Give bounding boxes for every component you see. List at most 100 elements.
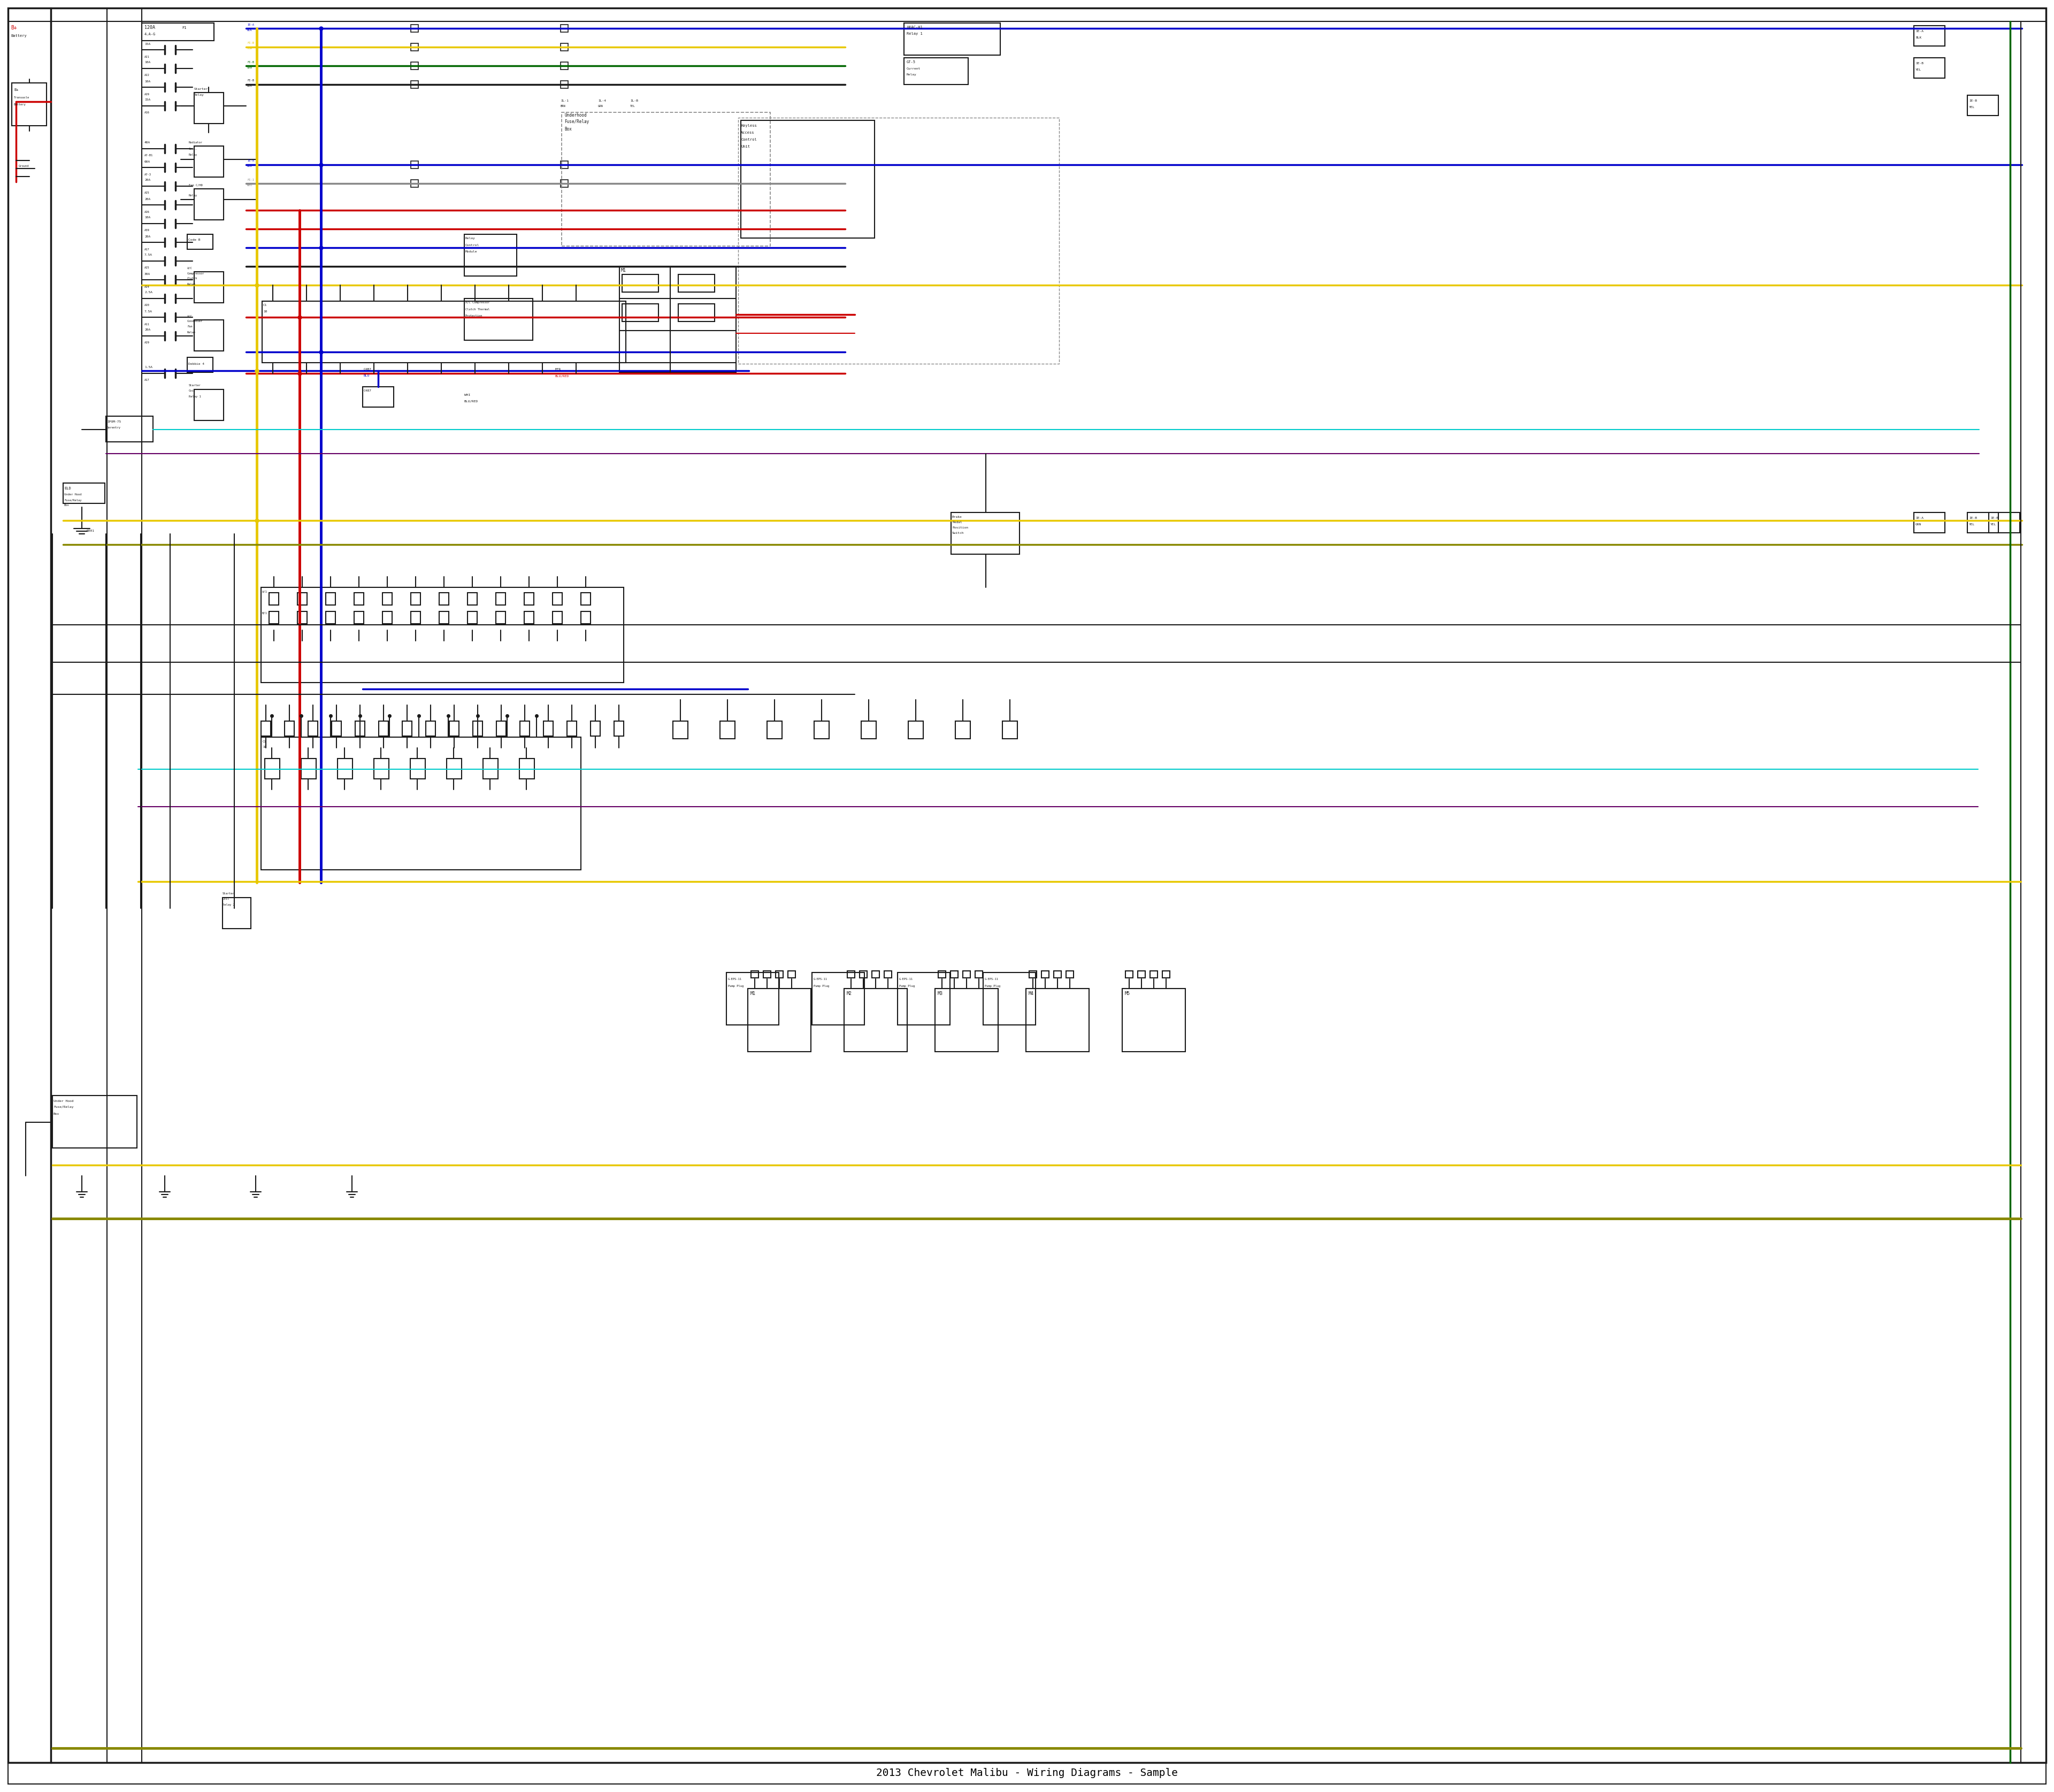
Text: Brake: Brake <box>953 516 961 518</box>
Bar <box>472 720 483 737</box>
Text: FI-B: FI-B <box>246 79 255 82</box>
Bar <box>752 971 758 978</box>
Bar <box>440 593 448 606</box>
Text: MFR: MFR <box>555 369 561 371</box>
Text: Module: Module <box>466 251 477 253</box>
Text: M4: M4 <box>1029 991 1033 996</box>
Bar <box>567 720 577 737</box>
Text: IE-A: IE-A <box>1916 516 1923 520</box>
Text: C1: C1 <box>263 740 267 742</box>
Bar <box>364 387 394 407</box>
Bar <box>195 145 224 177</box>
Text: C4B7: C4B7 <box>364 369 372 371</box>
Bar <box>678 305 715 321</box>
Text: Relay 1: Relay 1 <box>906 32 922 36</box>
Bar <box>464 299 532 340</box>
Text: Code B: Code B <box>189 238 201 240</box>
Bar <box>327 593 335 606</box>
Text: A11: A11 <box>144 323 150 326</box>
Bar <box>898 973 949 1025</box>
Bar <box>263 301 626 362</box>
Text: GRN: GRN <box>246 66 253 68</box>
Text: WHT: WHT <box>246 185 253 186</box>
Text: Relay 2: Relay 2 <box>222 903 234 907</box>
Text: Coil: Coil <box>222 898 230 901</box>
Bar <box>298 593 306 606</box>
Text: IE-B: IE-B <box>1970 516 1976 520</box>
Bar <box>195 321 224 351</box>
Text: 2.5A: 2.5A <box>144 292 152 294</box>
Text: M2: M2 <box>846 991 852 996</box>
Text: 20A: 20A <box>144 179 150 181</box>
Text: YEL: YEL <box>1990 523 1996 525</box>
Text: YEL: YEL <box>1970 523 1976 525</box>
Text: GRN: GRN <box>598 104 604 108</box>
Bar <box>561 43 569 50</box>
Text: Fuse/Relay: Fuse/Relay <box>64 498 82 502</box>
Text: IE-B: IE-B <box>1970 99 1976 102</box>
Text: BLU/RED: BLU/RED <box>464 400 479 403</box>
Bar <box>844 989 908 1052</box>
Text: Compressor: Compressor <box>187 272 205 274</box>
Text: Position: Position <box>953 527 967 529</box>
Bar <box>1138 971 1146 978</box>
Text: HVAC-H1: HVAC-H1 <box>906 25 922 29</box>
Bar <box>561 81 569 88</box>
Bar <box>298 611 306 624</box>
Text: TEL: TEL <box>631 104 635 108</box>
Bar <box>222 898 251 928</box>
Text: BLU: BLU <box>246 165 253 168</box>
Text: Box: Box <box>64 504 70 507</box>
Text: A39: A39 <box>144 229 150 231</box>
Text: 10A: 10A <box>144 61 150 65</box>
Bar <box>468 593 477 606</box>
Text: Underhood: Underhood <box>565 113 587 118</box>
Bar <box>553 593 563 606</box>
Bar <box>1968 95 1999 115</box>
Bar <box>411 25 419 32</box>
Bar <box>976 971 982 978</box>
Text: Fan: Fan <box>187 326 193 328</box>
Text: YLW: YLW <box>246 47 253 50</box>
Text: IE-B: IE-B <box>1990 516 1999 520</box>
Text: Fuse/Relay: Fuse/Relay <box>565 120 589 124</box>
Text: Battery: Battery <box>10 34 27 38</box>
Text: Relay: Relay <box>906 73 916 77</box>
Text: IPOM-75: IPOM-75 <box>107 419 121 423</box>
Text: A22: A22 <box>144 73 150 77</box>
Text: BLK: BLK <box>246 29 253 30</box>
Bar <box>748 989 811 1052</box>
Bar <box>286 720 294 737</box>
Bar <box>107 416 152 443</box>
Bar <box>265 758 279 780</box>
Bar <box>674 720 688 738</box>
Text: A/C: A/C <box>187 315 193 317</box>
Bar <box>939 971 945 978</box>
Text: IL-1: IL-1 <box>561 99 569 102</box>
Bar <box>935 989 998 1052</box>
Bar <box>1121 989 1185 1052</box>
Bar <box>1002 720 1017 738</box>
Text: G-EPS-11: G-EPS-11 <box>813 978 828 980</box>
Bar <box>8 1763 2046 1785</box>
Text: IE-A: IE-A <box>246 159 255 163</box>
Text: Pump Plug: Pump Plug <box>900 986 914 987</box>
Bar <box>614 720 624 737</box>
Text: A7-B1: A7-B1 <box>144 154 154 158</box>
Bar <box>411 161 419 168</box>
Text: Clutch: Clutch <box>187 278 197 280</box>
Bar <box>337 758 353 780</box>
Bar <box>581 593 592 606</box>
Bar <box>378 720 388 737</box>
Bar <box>1126 971 1134 978</box>
Bar <box>963 971 969 978</box>
Text: 15A: 15A <box>144 99 150 102</box>
Text: A16: A16 <box>144 111 150 115</box>
Bar <box>904 57 967 84</box>
Text: Debbie 4: Debbie 4 <box>189 362 203 366</box>
Bar <box>524 593 534 606</box>
Bar <box>411 593 421 606</box>
Text: B+: B+ <box>10 25 16 30</box>
Text: IE-A: IE-A <box>1916 30 1923 32</box>
Bar <box>622 305 659 321</box>
